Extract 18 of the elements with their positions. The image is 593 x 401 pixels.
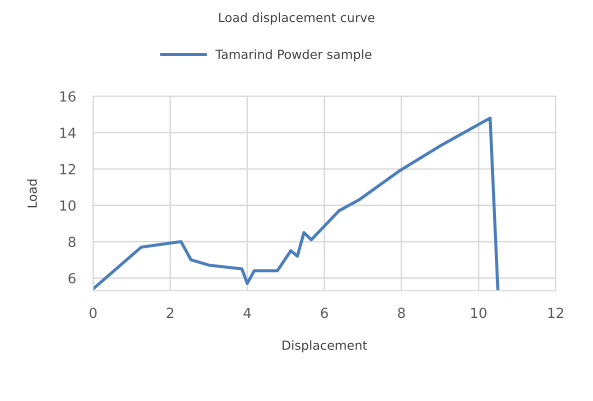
y-tick-label: 10 bbox=[60, 200, 76, 211]
legend-label: Tamarind Powder sample bbox=[215, 49, 372, 62]
y-tick-label: 14 bbox=[60, 128, 76, 138]
x-tick-label: 0 bbox=[90, 308, 97, 318]
y-tick-label: 16 bbox=[60, 91, 76, 102]
x-tick-label: 10 bbox=[471, 308, 486, 318]
x-axis-title: Displacement bbox=[282, 340, 368, 352]
y-axis-title: Load bbox=[27, 180, 37, 208]
x-tick-label: 2 bbox=[166, 308, 174, 318]
y-tick-label: 8 bbox=[68, 236, 76, 248]
y-tick-label: 6 bbox=[68, 272, 76, 284]
x-tick-label: 6 bbox=[320, 308, 328, 318]
x-tick-label: 4 bbox=[244, 308, 251, 318]
x-tick-label: 8 bbox=[398, 308, 405, 318]
chart-title: Load displacement curve bbox=[219, 12, 374, 25]
x-tick-label: 12 bbox=[548, 308, 564, 318]
line-series bbox=[93, 116, 500, 290]
y-tick-label: 12 bbox=[60, 164, 76, 174]
